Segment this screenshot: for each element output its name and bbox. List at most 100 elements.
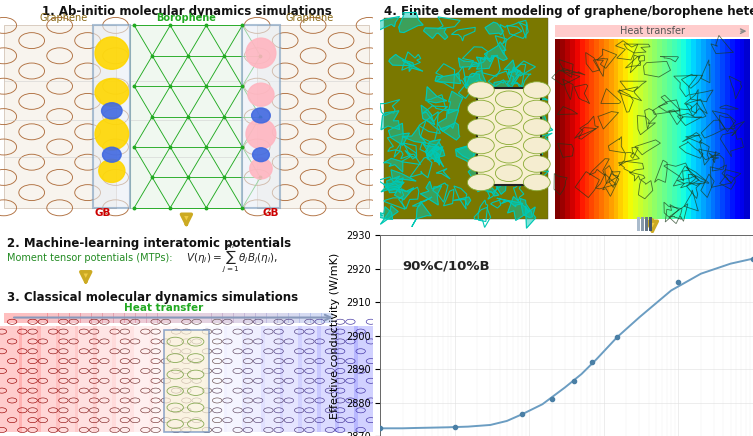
Bar	[113, 313, 125, 323]
Circle shape	[495, 91, 523, 108]
FancyBboxPatch shape	[575, 39, 581, 219]
Polygon shape	[456, 143, 474, 167]
Bar	[59, 313, 70, 323]
Y-axis label: Effective conductivity (W/mK): Effective conductivity (W/mK)	[331, 252, 340, 419]
FancyBboxPatch shape	[594, 39, 600, 219]
FancyBboxPatch shape	[730, 39, 736, 219]
Polygon shape	[435, 74, 461, 84]
Ellipse shape	[95, 78, 129, 106]
Polygon shape	[505, 114, 523, 129]
Polygon shape	[488, 134, 503, 157]
Bar	[277, 313, 288, 323]
Polygon shape	[498, 174, 516, 185]
FancyBboxPatch shape	[93, 25, 130, 208]
Polygon shape	[465, 73, 486, 89]
Bar	[242, 326, 264, 432]
Polygon shape	[464, 71, 487, 89]
Bar	[38, 326, 59, 432]
Polygon shape	[434, 153, 444, 167]
Ellipse shape	[250, 158, 272, 179]
Polygon shape	[484, 42, 508, 61]
Bar	[0, 326, 23, 432]
Polygon shape	[380, 206, 398, 225]
Polygon shape	[426, 87, 447, 103]
Bar	[130, 326, 153, 432]
FancyBboxPatch shape	[477, 88, 541, 185]
Bar	[638, 217, 640, 231]
Text: GB: GB	[94, 208, 111, 218]
Text: 3. Classical molecular dynamics simulations: 3. Classical molecular dynamics simulati…	[8, 291, 299, 304]
FancyBboxPatch shape	[633, 39, 639, 219]
Polygon shape	[389, 123, 410, 145]
Bar	[93, 326, 115, 432]
Bar	[233, 313, 245, 323]
Circle shape	[495, 146, 523, 163]
FancyBboxPatch shape	[648, 39, 654, 219]
FancyBboxPatch shape	[657, 39, 663, 219]
FancyBboxPatch shape	[696, 39, 702, 219]
Bar	[47, 313, 59, 323]
FancyBboxPatch shape	[570, 39, 576, 219]
FancyBboxPatch shape	[662, 39, 668, 219]
FancyBboxPatch shape	[590, 39, 596, 219]
FancyBboxPatch shape	[691, 39, 697, 219]
Circle shape	[468, 82, 494, 99]
Bar	[168, 326, 190, 432]
FancyBboxPatch shape	[725, 39, 731, 219]
Polygon shape	[423, 28, 448, 40]
FancyBboxPatch shape	[614, 39, 620, 219]
Circle shape	[495, 109, 523, 126]
Polygon shape	[526, 206, 536, 228]
Ellipse shape	[246, 119, 276, 149]
Text: Moment tensor potentials (MTPs):: Moment tensor potentials (MTPs):	[8, 253, 173, 263]
FancyBboxPatch shape	[706, 39, 712, 219]
Bar	[317, 326, 339, 432]
Bar	[112, 326, 134, 432]
Polygon shape	[402, 60, 423, 72]
Bar	[91, 313, 103, 323]
Bar	[149, 326, 172, 432]
FancyBboxPatch shape	[735, 39, 741, 219]
Circle shape	[468, 156, 494, 172]
Bar	[556, 25, 749, 37]
Polygon shape	[528, 111, 553, 135]
FancyBboxPatch shape	[677, 39, 682, 219]
Polygon shape	[492, 80, 512, 100]
Polygon shape	[399, 12, 423, 33]
Polygon shape	[391, 170, 416, 181]
Ellipse shape	[246, 38, 276, 68]
Polygon shape	[504, 60, 523, 74]
Polygon shape	[477, 180, 499, 196]
Circle shape	[468, 119, 494, 135]
Polygon shape	[448, 91, 463, 114]
FancyBboxPatch shape	[604, 39, 610, 219]
Polygon shape	[485, 22, 503, 35]
Polygon shape	[453, 197, 471, 205]
Bar	[135, 313, 147, 323]
Text: $V(\eta_i) = \sum_{j=1}^{m} \theta_j B_j(\eta_i),$: $V(\eta_i) = \sum_{j=1}^{m} \theta_j B_j…	[187, 242, 278, 275]
Circle shape	[523, 119, 550, 135]
Text: Graphene: Graphene	[285, 13, 334, 23]
Polygon shape	[374, 207, 392, 219]
FancyBboxPatch shape	[560, 39, 566, 219]
Circle shape	[523, 156, 550, 172]
Bar	[178, 313, 191, 323]
Text: Heat transfer: Heat transfer	[124, 303, 203, 313]
Polygon shape	[477, 56, 495, 69]
Bar	[19, 326, 41, 432]
FancyBboxPatch shape	[164, 330, 209, 432]
Bar	[200, 313, 212, 323]
Bar	[298, 326, 321, 432]
FancyBboxPatch shape	[672, 39, 678, 219]
Bar	[4, 313, 15, 323]
Bar	[224, 326, 246, 432]
Bar	[336, 326, 358, 432]
FancyBboxPatch shape	[667, 39, 673, 219]
FancyBboxPatch shape	[715, 39, 721, 219]
Polygon shape	[377, 17, 400, 30]
Text: Graphene: Graphene	[39, 13, 87, 23]
Bar	[14, 313, 26, 323]
Ellipse shape	[252, 148, 270, 162]
Bar	[645, 217, 648, 231]
FancyBboxPatch shape	[711, 39, 716, 219]
